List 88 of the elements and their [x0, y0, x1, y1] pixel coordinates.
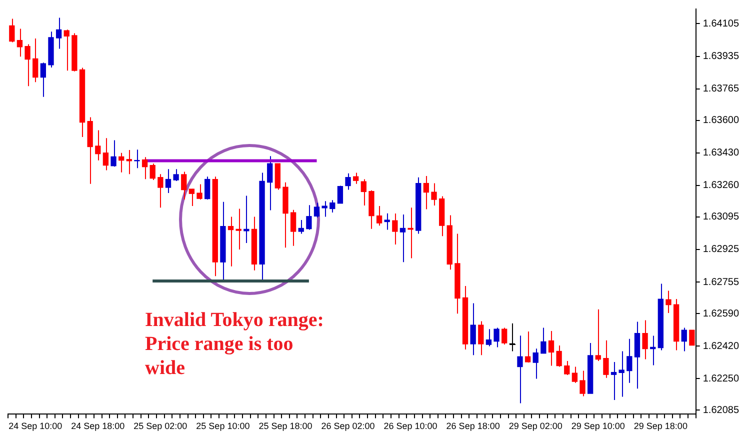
candlestick [236, 208, 242, 250]
candlestick [345, 172, 351, 190]
x-tick-label: 25 Sep 10:00 [196, 421, 250, 432]
x-tick-label: 29 Sep 18:00 [634, 421, 688, 432]
candlestick [618, 350, 624, 398]
candlestick [689, 330, 695, 346]
y-tick-label: 1.63095 [702, 212, 740, 223]
y-tick-label: 1.63600 [702, 115, 740, 126]
x-tick-label: 29 Sep 02:00 [508, 421, 562, 432]
annotation: Invalid Tokyo range: Price range is too wide [145, 308, 325, 380]
candlestick [564, 360, 570, 376]
y-tick-label: 1.64105 [702, 18, 740, 30]
candlestick [290, 209, 296, 246]
candlestick [400, 214, 406, 263]
y-tick-label: 1.62250 [702, 373, 740, 384]
candlestick [610, 361, 617, 401]
candlestick [681, 327, 687, 352]
candlestick [384, 212, 390, 230]
candlestick [32, 38, 38, 83]
candlestick [40, 62, 46, 98]
candlestick [353, 172, 359, 184]
candlestick [502, 327, 508, 346]
y-tick-label: 1.62925 [702, 244, 740, 256]
candlestick [548, 330, 554, 366]
x-tick-label: 24 Sep 18:00 [71, 421, 125, 432]
candlestick [118, 152, 124, 173]
candlestick [165, 168, 172, 194]
candlestick [24, 44, 30, 87]
y-tick-label: 1.63260 [702, 180, 740, 192]
x-tick-label: 29 Sep 10:00 [571, 421, 625, 432]
candlestick [540, 327, 546, 354]
candlestick [228, 216, 234, 267]
candlestick [603, 340, 609, 378]
candlestick [56, 17, 62, 50]
candlestick [322, 200, 328, 218]
x-tick-label: 25 Sep 02:00 [134, 421, 188, 432]
y-tick-label: 1.63765 [702, 84, 740, 95]
candlestick [642, 320, 648, 360]
candlestick [181, 171, 187, 200]
candlestick [64, 29, 70, 72]
candlestick [524, 331, 531, 364]
candlestick [423, 176, 430, 210]
candlestick [580, 370, 586, 397]
candlestick [517, 335, 523, 404]
candlestick [188, 188, 195, 207]
y-tick-label: 1.63430 [702, 148, 740, 159]
candlestick [330, 200, 336, 214]
candlestick [244, 195, 250, 244]
candlestick [267, 156, 273, 211]
candlestick [16, 28, 23, 58]
candlestick [314, 202, 320, 218]
candlestick [486, 328, 492, 347]
candlestick [478, 320, 484, 356]
candlestick [337, 185, 344, 204]
candlestick [392, 213, 398, 246]
candlestick [158, 174, 164, 208]
candlestick [306, 204, 312, 230]
candlestick [298, 220, 304, 234]
y-tick-label: 1.62420 [702, 340, 740, 352]
candlestick [431, 182, 437, 206]
x-tick-label: 26 Sep 10:00 [384, 421, 438, 432]
candlestick [360, 178, 366, 206]
candlestick [9, 18, 15, 43]
candlestick [204, 176, 210, 200]
candlestick [150, 163, 156, 181]
candlestick [196, 184, 202, 200]
candlestick [494, 327, 500, 348]
candlestick [142, 156, 148, 180]
y-tick-label: 1.62590 [702, 308, 740, 320]
x-tick-label: 26 Sep 02:00 [321, 421, 375, 432]
x-tick-label: 24 Sep 10:00 [8, 421, 62, 432]
candlestick [556, 345, 562, 368]
y-tick-label: 1.62085 [702, 404, 740, 416]
candlestick [110, 140, 116, 168]
y-tick-label: 1.63935 [702, 51, 740, 62]
y-tick-label: 1.62755 [702, 276, 740, 288]
candlestick [102, 138, 109, 171]
x-tick-label: 25 Sep 18:00 [258, 421, 312, 432]
candlestick [95, 130, 101, 161]
candlestick [173, 168, 179, 182]
candlestick [572, 366, 578, 384]
candlestick [376, 206, 382, 226]
x-tick-label: 26 Sep 18:00 [446, 421, 500, 432]
candlestick [532, 348, 538, 380]
candlestick [470, 302, 476, 356]
candlestick [595, 308, 601, 362]
candlestick [626, 338, 632, 384]
candlestick [666, 290, 672, 314]
